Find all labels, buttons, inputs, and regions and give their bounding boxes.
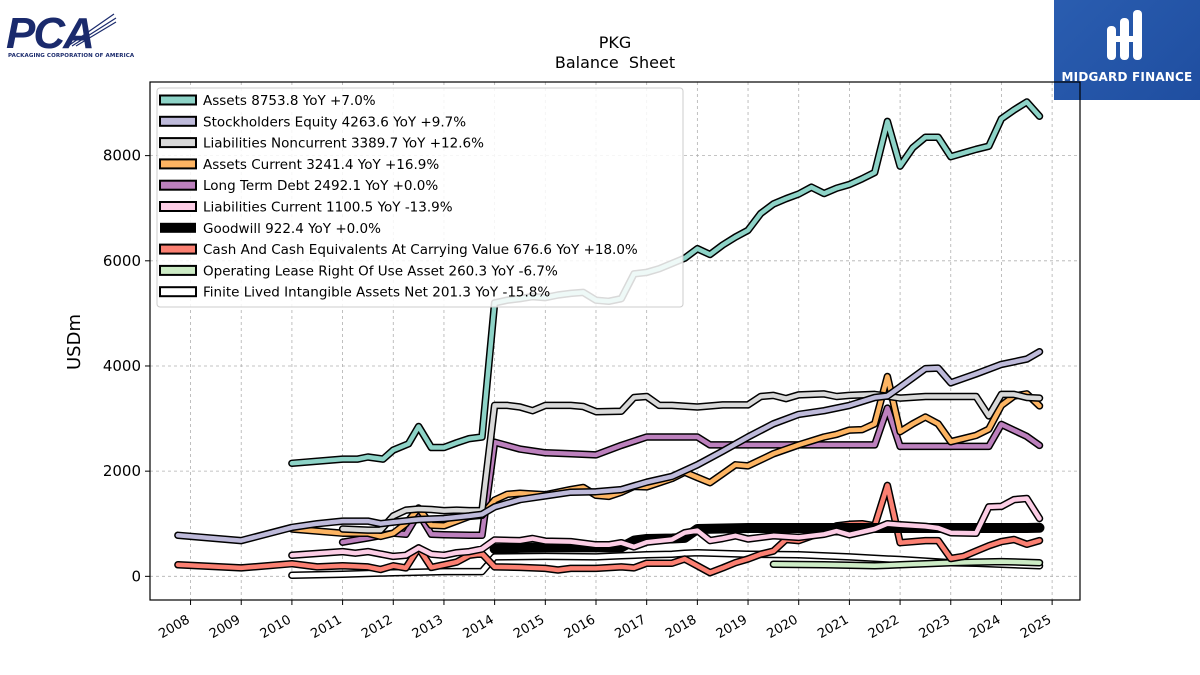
legend-swatch (160, 222, 196, 233)
legend-item: Liabilities Noncurrent 3389.7 YoY +12.6% (159, 136, 484, 152)
legend-item: Liabilities Current 1100.5 YoY -13.9% (159, 200, 453, 216)
legend-label: Operating Lease Right Of Use Asset 260.3… (203, 263, 558, 279)
legend-swatch (159, 115, 197, 127)
x-tick-label: 2016 (562, 612, 598, 642)
legend-swatch (159, 137, 197, 149)
series-line (771, 559, 1042, 569)
x-tick-label: 2022 (866, 612, 902, 642)
series-liabilities-noncurrent (338, 390, 1044, 534)
legend-swatch (159, 179, 197, 191)
legend-label: Stockholders Equity 4263.6 YoY +9.7% (203, 114, 466, 130)
x-tick-label: 2017 (613, 612, 649, 642)
legend-item: Finite Lived Intangible Assets Net 201.3… (159, 285, 550, 301)
legend-item: Cash And Cash Equivalents At Carrying Va… (159, 242, 638, 258)
series-long-term-debt (338, 404, 1044, 546)
x-tick-label: 2011 (308, 612, 344, 642)
legend-swatch (159, 94, 197, 106)
legend-label: Liabilities Noncurrent 3389.7 YoY +12.6% (203, 136, 484, 152)
series-layer (174, 98, 1045, 580)
series-liabilities-current (288, 494, 1044, 561)
legend-swatch (159, 201, 197, 212)
series-line (289, 496, 1042, 559)
y-tick-label: 2000 (103, 462, 141, 480)
legend-swatch (159, 243, 197, 255)
plot-frame (149, 81, 1081, 601)
midgard-logo-text: MIDGARD FINANCE (1061, 70, 1193, 84)
series-line (340, 391, 1042, 533)
x-tick-label: 2021 (815, 612, 851, 642)
series-line (175, 483, 1042, 575)
y-tick-label: 0 (131, 567, 141, 585)
legend: Assets 8753.8 YoY +7.0% Stockholders Equi… (156, 87, 684, 308)
x-tick-label: 2013 (410, 612, 446, 642)
legend-item: Long Term Debt 2492.1 YoY +0.0% (159, 178, 438, 194)
x-tick-label: 2010 (258, 612, 294, 642)
legend-item: Operating Lease Right Of Use Asset 260.3… (159, 263, 558, 279)
pca-logo-graphic: PCA (6, 9, 117, 58)
x-tick-label: 2014 (460, 612, 496, 642)
chart-subtitle: Balance Sheet (555, 53, 675, 72)
x-tick-label: 2020 (765, 612, 801, 642)
x-tick-label: 2018 (663, 612, 699, 642)
x-tick-label: 2024 (967, 612, 1003, 642)
series-assets (288, 98, 1044, 468)
x-tick-label: 2012 (359, 612, 395, 642)
series-line (340, 405, 1042, 545)
series-line (289, 99, 1042, 466)
legend-label: Finite Lived Intangible Assets Net 201.3… (203, 285, 550, 301)
legend-swatch (159, 158, 197, 170)
legend-label: Goodwill 922.4 YoY +0.0% (203, 221, 381, 237)
legend-item: Goodwill 922.4 YoY +0.0% (160, 221, 381, 237)
y-tick-label: 8000 (103, 147, 141, 165)
legend-label: Assets 8753.8 YoY +7.0% (203, 93, 376, 109)
legend-swatch (159, 286, 197, 298)
x-tick-label: 2019 (714, 612, 750, 642)
legend-label: Liabilities Current 1100.5 YoY -13.9% (203, 200, 453, 216)
pca-logo: PCA PACKAGING CORPORATION OF AMERICA (6, 6, 134, 64)
x-tick-label: 2023 (917, 612, 953, 642)
series-operating-lease-right-of-use-asset (769, 557, 1044, 570)
legend-label: Assets Current 3241.4 YoY +16.9% (203, 157, 439, 173)
legend-item: Assets 8753.8 YoY +7.0% (159, 93, 376, 109)
y-tick-label: 4000 (103, 357, 141, 375)
midgard-logo-mark-icon (1107, 10, 1142, 60)
series-line (175, 349, 1042, 543)
series-stockholders-equity (174, 348, 1044, 545)
pca-logo-text: PCA (6, 9, 93, 58)
midgard-finance-logo: MIDGARD FINANCE (1054, 0, 1200, 100)
y-tick-label: 6000 (103, 252, 141, 270)
y-axis-label: USDm (64, 314, 85, 370)
chart-title: PKG (599, 33, 632, 52)
x-tick-label: 2015 (511, 612, 547, 642)
legend-swatch (159, 264, 197, 276)
legend-box (156, 87, 684, 308)
legend-label: Cash And Cash Equivalents At Carrying Va… (203, 242, 638, 258)
legend-label: Long Term Debt 2492.1 YoY +0.0% (203, 178, 438, 194)
pca-logo-subtext: PACKAGING CORPORATION OF AMERICA (8, 53, 135, 59)
legend-item: Assets Current 3241.4 YoY +16.9% (159, 157, 439, 173)
x-tick-label: 2025 (1018, 612, 1054, 642)
x-tick-label: 2008 (156, 612, 192, 642)
x-tick-label: 2009 (207, 612, 243, 642)
legend-item: Stockholders Equity 4263.6 YoY +9.7% (159, 114, 466, 130)
series-cash-and-cash-equivalents-at-carrying-value (174, 481, 1044, 577)
